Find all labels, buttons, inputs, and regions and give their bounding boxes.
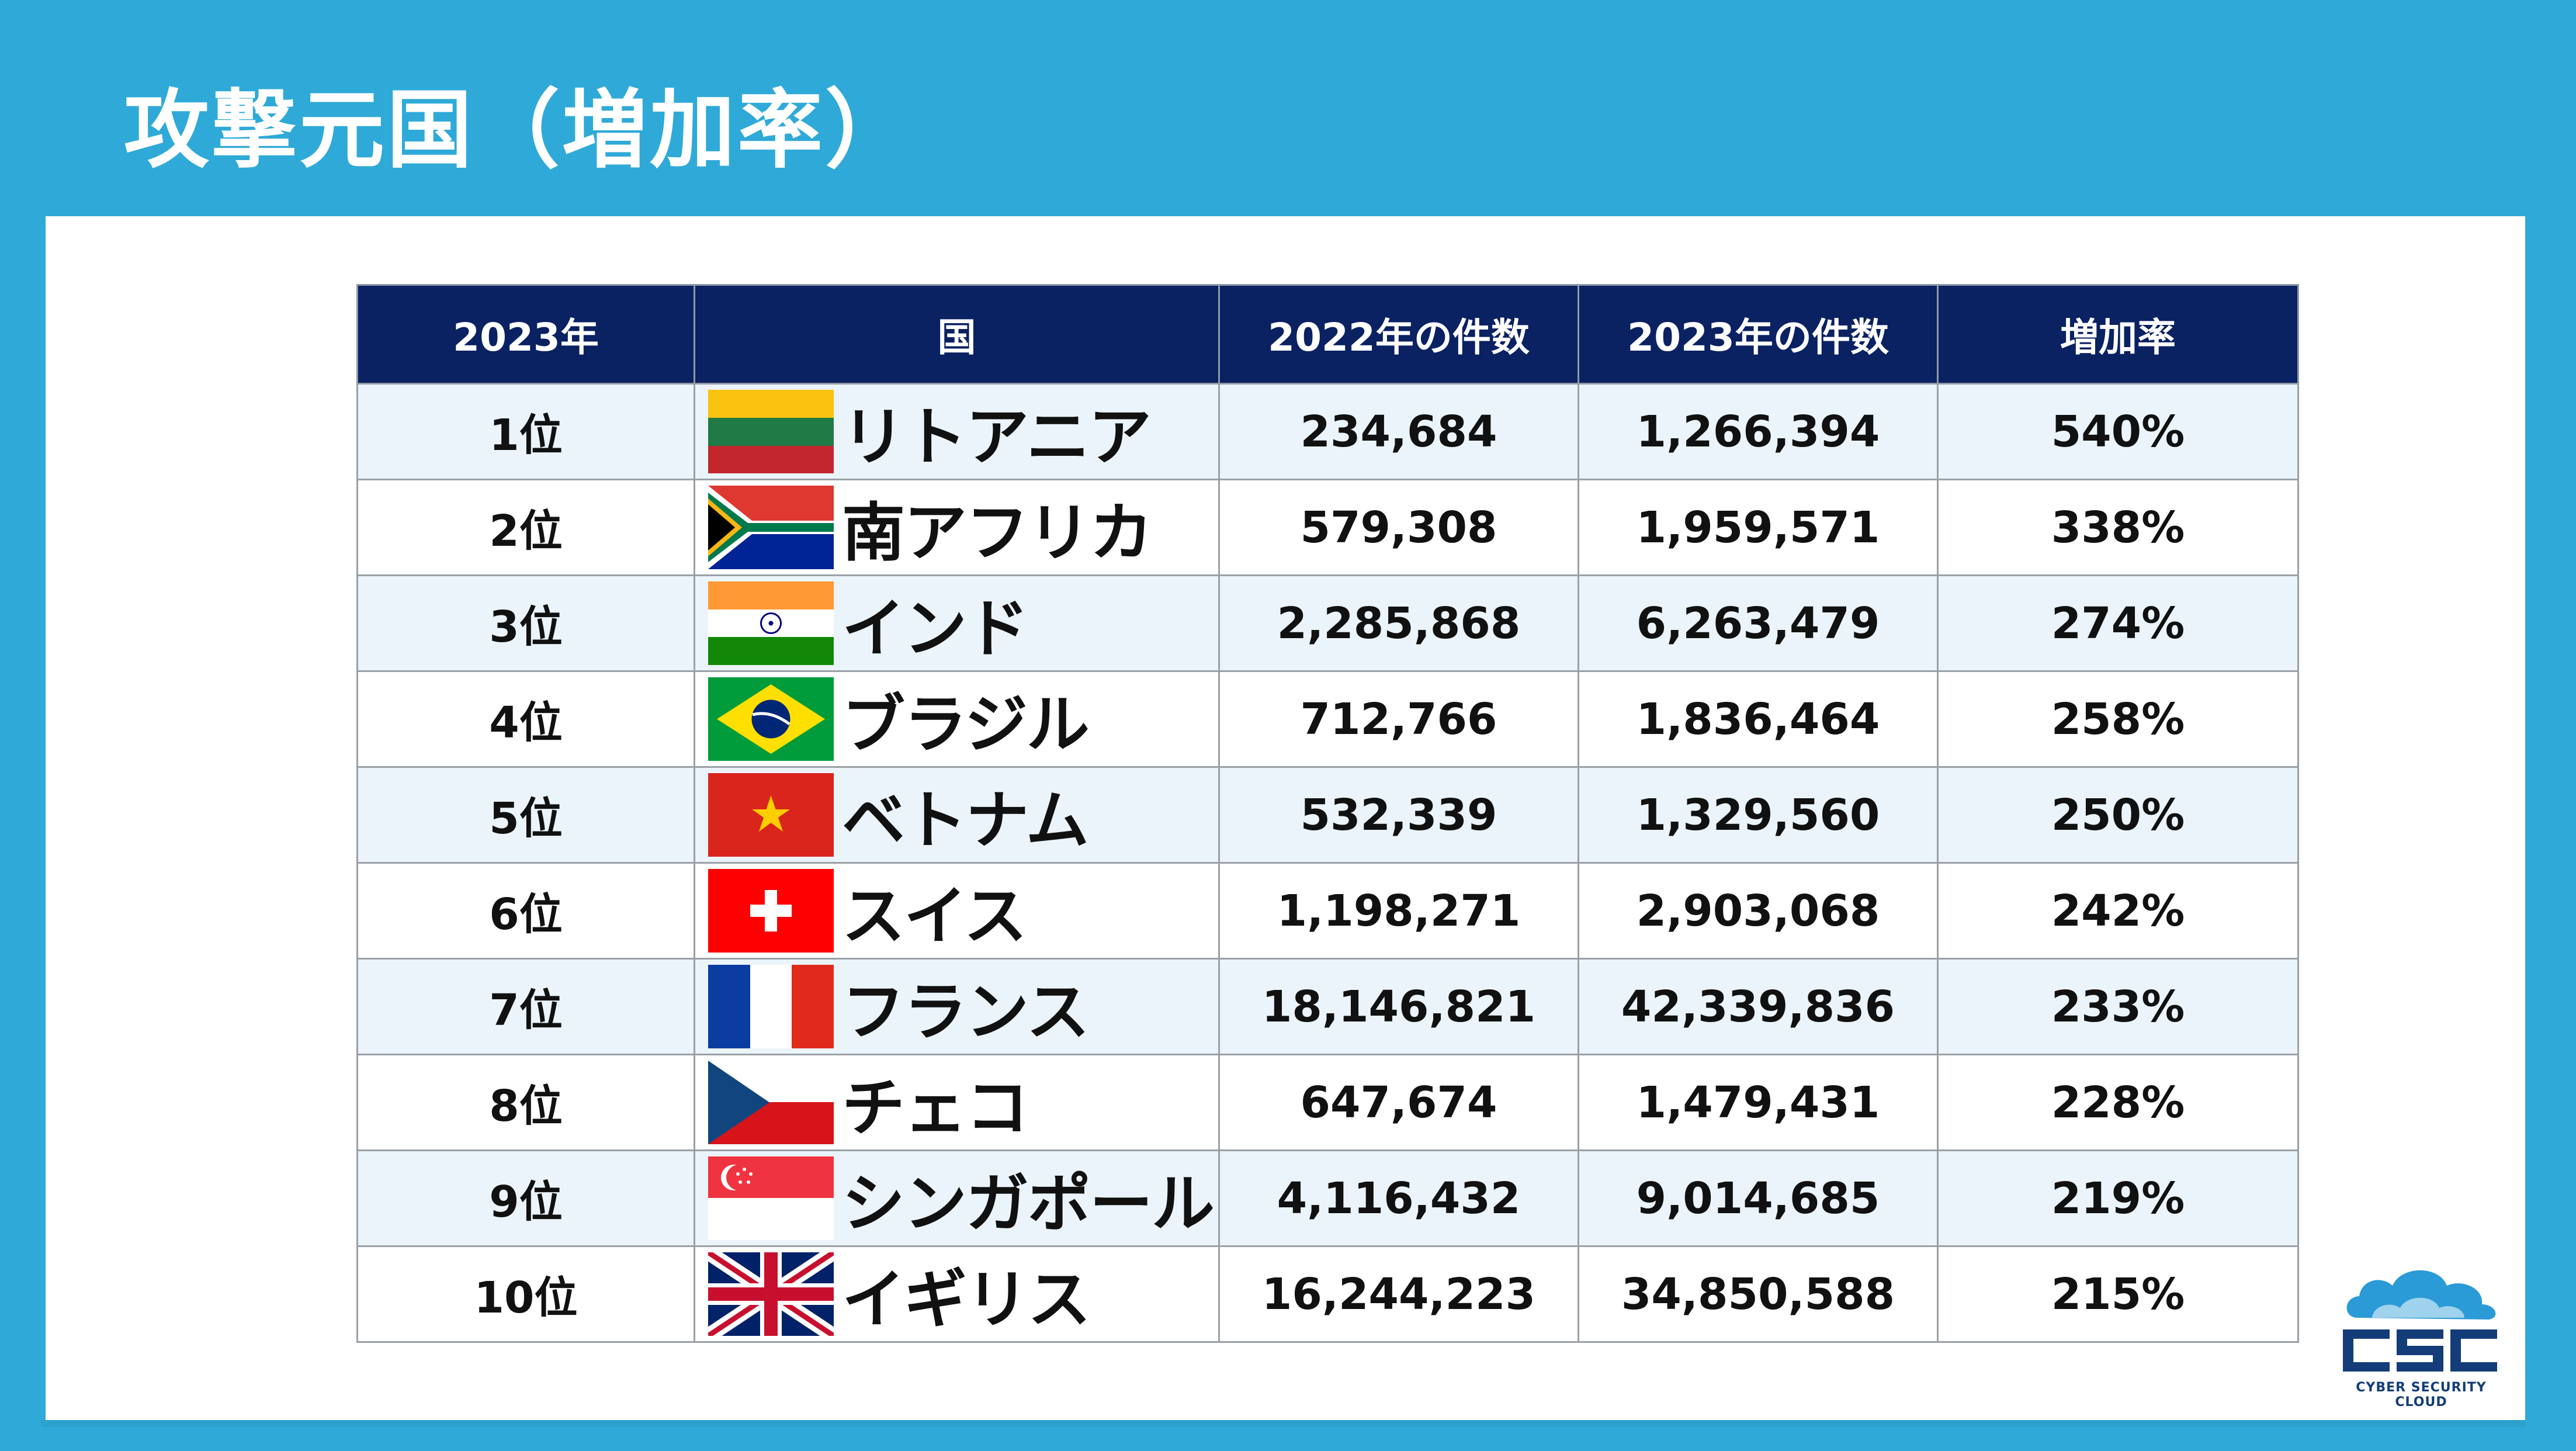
count-2022-cell: 4,116,432	[1218, 1149, 1579, 1247]
count-2022-cell: 1,198,271	[1218, 862, 1579, 960]
ranking-table: 2023年 国 2022年の件数 2023年の件数 増加率 1位 リトアニア 2…	[356, 284, 2299, 1343]
india-flag-icon	[695, 581, 842, 665]
increase-rate-cell: 228%	[1937, 1054, 2299, 1151]
rank-cell: 1位	[356, 383, 695, 480]
count-2023-cell: 1,329,560	[1578, 766, 1939, 864]
table-row: 5位 ベトナム 532,339 1,329,560 250%	[356, 766, 2299, 864]
increase-rate-cell: 540%	[1937, 383, 2299, 480]
count-2022-cell: 712,766	[1218, 670, 1579, 768]
count-2023-cell: 1,266,394	[1578, 383, 1939, 480]
table-row: 6位 スイス 1,198,271 2,903,068 242%	[356, 862, 2299, 960]
count-2023-cell: 1,479,431	[1578, 1054, 1939, 1151]
count-2022-cell: 18,146,821	[1218, 958, 1579, 1055]
lithuania-flag-icon	[695, 390, 842, 473]
rank-cell: 5位	[356, 766, 695, 864]
country-cell: ベトナム	[694, 766, 1220, 864]
vietnam-flag-icon	[695, 773, 842, 857]
switzerland-flag-icon	[695, 869, 842, 953]
rank-cell: 6位	[356, 862, 695, 960]
table-row: 7位 フランス 18,146,821 42,339,836 233%	[356, 958, 2299, 1055]
country-name: ブラジル	[842, 688, 1090, 761]
increase-rate-cell: 250%	[1937, 766, 2299, 864]
france-flag-icon	[695, 965, 842, 1048]
country-cell: チェコ	[694, 1054, 1220, 1151]
country-cell: スイス	[694, 862, 1220, 960]
count-2023-cell: 6,263,479	[1578, 574, 1939, 672]
rank-cell: 7位	[356, 958, 695, 1055]
south-africa-flag-icon	[695, 486, 842, 569]
uk-flag-icon	[695, 1252, 842, 1336]
rank-cell: 3位	[356, 574, 695, 672]
country-name: チェコ	[842, 1071, 1029, 1145]
count-2022-cell: 579,308	[1218, 479, 1579, 576]
country-name: ベトナム	[842, 784, 1089, 857]
header-count-2023: 2023年の件数	[1578, 284, 1939, 385]
country-name: シンガポール	[842, 1167, 1215, 1241]
country-name: スイス	[842, 879, 1027, 953]
country-cell: ブラジル	[694, 670, 1220, 768]
country-cell: リトアニア	[694, 383, 1220, 480]
rank-cell: 9位	[356, 1149, 695, 1247]
country-name: インド	[842, 592, 1029, 666]
country-name: 南アフリカ	[842, 496, 1153, 570]
increase-rate-cell: 233%	[1937, 958, 2299, 1055]
header-country: 国	[694, 284, 1220, 385]
table-row: 4位 ブラジル 712,766 1,836,464 258%	[356, 670, 2299, 768]
country-cell: フランス	[694, 958, 1220, 1055]
count-2023-cell: 1,959,571	[1578, 479, 1939, 576]
count-2023-cell: 9,014,685	[1578, 1149, 1939, 1247]
count-2023-cell: 1,836,464	[1578, 670, 1939, 768]
table-row: 10位 イギリス 16,244,223 34,850,588 215%	[356, 1245, 2299, 1343]
country-name: フランス	[842, 975, 1090, 1049]
increase-rate-cell: 215%	[1937, 1245, 2299, 1343]
count-2023-cell: 2,903,068	[1578, 862, 1939, 960]
rank-cell: 8位	[356, 1054, 695, 1151]
brazil-flag-icon	[695, 677, 842, 761]
rank-cell: 10位	[356, 1245, 695, 1343]
page-title: 攻撃元国（増加率）	[124, 81, 913, 180]
increase-rate-cell: 242%	[1937, 862, 2299, 960]
country-cell: インド	[694, 574, 1220, 672]
table-row: 9位 シンガポール 4,116,432 9,014,685 219%	[356, 1149, 2299, 1247]
header-count-2022: 2022年の件数	[1218, 284, 1579, 385]
rank-cell: 4位	[356, 670, 695, 768]
table-row: 1位 リトアニア 234,684 1,266,394 540%	[356, 383, 2299, 480]
count-2023-cell: 34,850,588	[1578, 1245, 1939, 1343]
increase-rate-cell: 219%	[1937, 1149, 2299, 1247]
csc-logo	[2343, 1270, 2497, 1372]
table-header-row: 2023年 国 2022年の件数 2023年の件数 増加率	[356, 284, 2299, 385]
czech-flag-icon	[695, 1061, 842, 1144]
increase-rate-cell: 338%	[1937, 479, 2299, 576]
table-row: 3位 インド 2,285,868 6,263,479 274%	[356, 574, 2299, 672]
header-increase-rate: 増加率	[1937, 284, 2299, 385]
country-cell: 南アフリカ	[694, 479, 1220, 576]
count-2022-cell: 532,339	[1218, 766, 1579, 864]
increase-rate-cell: 274%	[1937, 574, 2299, 672]
country-name: リトアニア	[842, 400, 1152, 474]
table-row: 2位 南アフリカ 579,308 1,959,571 338%	[356, 479, 2299, 576]
count-2022-cell: 2,285,868	[1218, 574, 1579, 672]
country-cell: イギリス	[694, 1245, 1220, 1343]
increase-rate-cell: 258%	[1937, 670, 2299, 768]
country-cell: シンガポール	[694, 1149, 1220, 1247]
rank-cell: 2位	[356, 479, 695, 576]
singapore-flag-icon	[695, 1156, 842, 1240]
header-rank: 2023年	[356, 284, 695, 385]
country-name: イギリス	[842, 1263, 1091, 1336]
count-2022-cell: 647,674	[1218, 1054, 1579, 1151]
count-2022-cell: 16,244,223	[1218, 1245, 1579, 1343]
count-2023-cell: 42,339,836	[1578, 958, 1939, 1055]
count-2022-cell: 234,684	[1218, 383, 1579, 480]
table-row: 8位 チェコ 647,674 1,479,431 228%	[356, 1054, 2299, 1151]
logo-subtitle: CYBER SECURITY CLOUD	[2356, 1380, 2487, 1410]
panel-shadow	[41, 1420, 2525, 1427]
